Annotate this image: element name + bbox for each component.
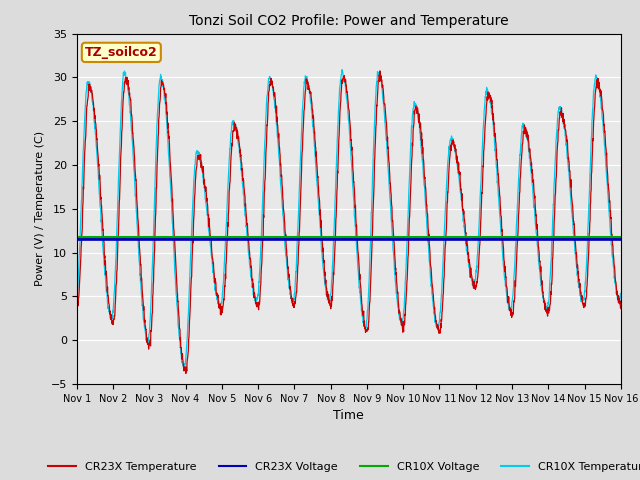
CR23X Voltage <box>601 237 609 242</box>
CR10X Voltage <box>323 235 331 240</box>
CR10X Temperature <box>180 365 188 371</box>
CR10X Voltage <box>617 235 625 240</box>
CR23X Voltage <box>601 237 609 242</box>
CR23X Temperature <box>323 294 331 300</box>
CR23X Temperature <box>376 68 384 74</box>
CR23X Voltage <box>100 237 108 242</box>
CR10X Temperature <box>339 67 346 72</box>
CR10X Voltage <box>601 235 609 240</box>
CR10X Temperature <box>617 292 625 298</box>
Title: Tonzi Soil CO2 Profile: Power and Temperature: Tonzi Soil CO2 Profile: Power and Temper… <box>189 14 509 28</box>
CR23X Voltage <box>323 237 331 242</box>
CR10X Temperature <box>602 157 609 163</box>
CR23X Temperature <box>502 275 509 280</box>
CR23X Temperature <box>338 82 346 87</box>
CR23X Temperature <box>73 302 81 308</box>
CR23X Voltage <box>337 237 345 242</box>
Line: CR10X Temperature: CR10X Temperature <box>77 70 621 368</box>
CR23X Temperature <box>602 142 609 148</box>
CR23X Voltage <box>617 237 625 242</box>
CR23X Temperature <box>182 371 190 376</box>
CR10X Temperature <box>323 291 331 297</box>
CR10X Voltage <box>337 235 345 240</box>
CR23X Temperature <box>602 136 609 142</box>
CR10X Temperature <box>100 266 108 272</box>
CR23X Voltage <box>501 237 509 242</box>
Line: CR23X Temperature: CR23X Temperature <box>77 71 621 373</box>
CR10X Temperature <box>73 298 81 304</box>
CR23X Voltage <box>73 237 81 242</box>
CR10X Temperature <box>502 283 509 289</box>
CR10X Temperature <box>602 152 609 157</box>
Legend: CR23X Temperature, CR23X Voltage, CR10X Voltage, CR10X Temperature: CR23X Temperature, CR23X Voltage, CR10X … <box>44 457 640 477</box>
CR23X Temperature <box>617 306 625 312</box>
CR10X Voltage <box>501 235 509 240</box>
CR10X Voltage <box>73 235 81 240</box>
CR10X Voltage <box>100 235 108 240</box>
CR10X Voltage <box>601 235 609 240</box>
CR10X Temperature <box>338 71 346 77</box>
X-axis label: Time: Time <box>333 409 364 422</box>
CR23X Temperature <box>100 255 108 261</box>
Text: TZ_soilco2: TZ_soilco2 <box>85 46 157 59</box>
Y-axis label: Power (V) / Temperature (C): Power (V) / Temperature (C) <box>35 131 45 287</box>
